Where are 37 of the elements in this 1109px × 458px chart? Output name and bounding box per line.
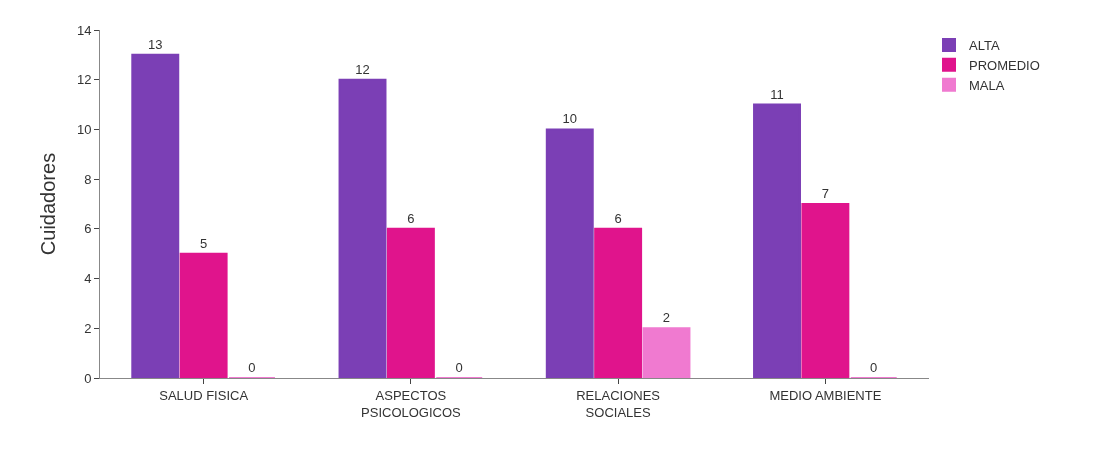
data-label: 0: [455, 360, 463, 375]
data-label: 0: [870, 360, 878, 375]
data-label: 12: [355, 61, 370, 77]
data-label: 2: [662, 310, 671, 326]
data-label: 11: [770, 86, 784, 102]
data-label: 6: [614, 210, 622, 226]
data-label: 6: [407, 210, 415, 226]
bar: [801, 203, 850, 378]
bar: [753, 103, 801, 378]
x-tick-label: ASPECTOS PSICOLOGICOS: [361, 387, 462, 420]
y-tick-label: 10: [76, 121, 92, 137]
data-label: 13: [148, 36, 163, 52]
data-label: 5: [200, 235, 208, 251]
legend-label: MALA: [969, 77, 1005, 93]
y-tick-label: 14: [76, 22, 92, 38]
y-tick-label: 12: [76, 72, 92, 88]
data-label: 0: [248, 360, 256, 375]
y-tick-label: 8: [84, 171, 92, 187]
x-tick-label: SALUD FISICA: [159, 387, 249, 403]
bar: [642, 327, 691, 378]
data-label: 7: [821, 186, 829, 201]
bar: [594, 227, 643, 378]
y-tick-label: 0: [84, 370, 92, 386]
y-tick-label: 2: [84, 320, 92, 336]
bar: [338, 78, 387, 378]
bar: [386, 227, 435, 378]
x-tick-label: MEDIO AMBIENTE: [769, 387, 882, 403]
bar: [179, 252, 228, 378]
y-tick-label: 6: [84, 221, 92, 237]
bar: [545, 128, 594, 378]
bar: [131, 53, 180, 378]
y-tick-label: 4: [84, 271, 92, 287]
legend-label: PROMEDIO: [969, 57, 1040, 73]
y-axis-title: Cuidadores: [37, 152, 60, 256]
x-tick-label: RELACIONES SOCIALES: [576, 387, 661, 420]
data-label: 10: [562, 111, 577, 127]
legend-label: ALTA: [969, 38, 1000, 54]
